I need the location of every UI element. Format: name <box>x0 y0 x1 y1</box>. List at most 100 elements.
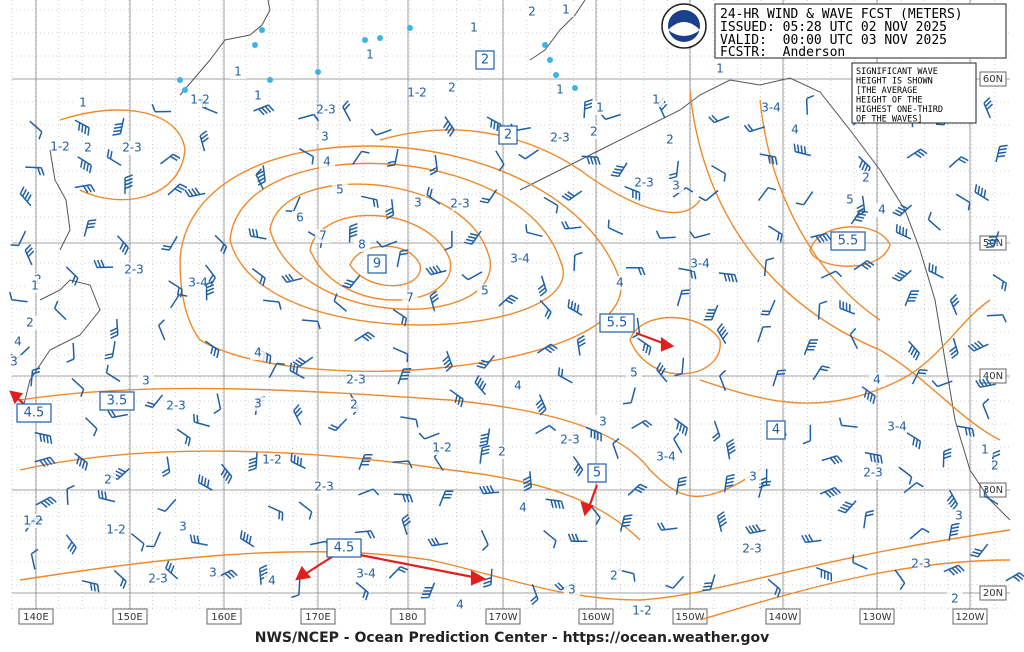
wind-barb <box>109 318 119 339</box>
contour-label-bg <box>606 569 622 583</box>
lat-label: 60N <box>983 74 1003 85</box>
wind-barb <box>668 160 680 180</box>
wind-barb <box>942 447 952 468</box>
contour-label: 4 <box>456 598 464 612</box>
lon-label-box <box>18 608 54 625</box>
contour-label: 2-3 <box>560 433 580 447</box>
header-title: 24-HR WIND & WAVE FCST (METERS) <box>720 7 963 22</box>
contour-label-bg <box>552 83 568 97</box>
wind-barb <box>745 524 766 535</box>
contour-label-bg <box>515 501 531 515</box>
ice-dot <box>182 87 188 93</box>
wind-barb <box>30 367 41 387</box>
contour-label: 1 <box>556 83 564 97</box>
lat-label-box <box>979 482 1007 498</box>
wind-barb <box>449 389 464 408</box>
contour-label-bg <box>75 96 91 110</box>
wind-barb <box>205 280 215 301</box>
wind-barb <box>927 211 941 231</box>
contour-label: 4 <box>268 574 276 588</box>
contour-label-bg <box>564 583 580 597</box>
wind-barb <box>130 533 145 552</box>
contour-label: 2 <box>528 5 536 19</box>
wind-barb <box>793 143 811 157</box>
wind-barb <box>301 319 321 330</box>
contour-label-bg <box>745 470 761 484</box>
wind-barb <box>970 543 989 558</box>
wind-barb <box>619 514 633 532</box>
contour-label: 2-3 <box>450 197 470 211</box>
contour-label: 4 <box>616 276 624 290</box>
wind-barb <box>535 394 547 416</box>
wind-barb <box>703 304 719 321</box>
contour-label: 2-3 <box>742 542 762 556</box>
contour-label: 6 <box>296 211 304 225</box>
ice-dot <box>572 85 578 91</box>
contour-label: 2-3 <box>148 572 168 586</box>
wind-barb <box>995 144 1008 163</box>
contour-label: 1-2 <box>190 93 210 107</box>
contour-label-bg <box>634 604 650 618</box>
contour-label: 3 <box>209 566 217 580</box>
contour-label: 4 <box>14 335 22 349</box>
wind-barb <box>522 471 533 492</box>
wind-barb <box>397 367 412 385</box>
wind-barb <box>34 456 56 468</box>
max-wave-box <box>498 125 518 145</box>
contour-label: 4 <box>878 203 886 217</box>
wind-barb <box>623 387 636 405</box>
contour-label-bg <box>319 155 335 169</box>
lon-label: 150E <box>117 612 142 623</box>
contour-label: 3 <box>179 520 187 534</box>
wind-barb <box>985 231 1000 248</box>
wind-barb <box>801 534 822 544</box>
wind-barb <box>849 327 859 350</box>
lon-label: 130W <box>863 612 892 623</box>
contour-label-bg <box>595 415 611 429</box>
wind-barb <box>850 209 869 225</box>
wind-barb <box>385 199 395 220</box>
contour-label-bg <box>874 203 890 217</box>
wind-barb <box>760 299 776 316</box>
wind-barb <box>479 444 491 464</box>
wind-barb <box>298 113 320 122</box>
wind-barb <box>817 300 828 320</box>
wind-barb <box>204 340 220 359</box>
wind-barb <box>585 426 602 442</box>
contour-label-bg <box>869 373 885 387</box>
contour-label-bg <box>230 65 246 79</box>
contour <box>19 387 761 497</box>
wind-barb <box>429 290 439 312</box>
wind-barb <box>723 473 735 493</box>
arrow-head <box>660 336 675 352</box>
wind-barb <box>498 294 519 307</box>
contour-label: 5 <box>481 284 489 298</box>
lon-label: 180 <box>398 612 417 623</box>
lat-label: 30N <box>983 485 1003 496</box>
contour-label-bg <box>22 316 38 330</box>
wind-barb <box>354 331 376 342</box>
contour <box>309 214 452 301</box>
arrow <box>359 553 479 580</box>
wind-barb <box>743 123 766 133</box>
wind-barb <box>716 511 728 532</box>
contour <box>699 559 1011 621</box>
wind-barbs <box>9 94 1024 606</box>
wind-barb <box>34 431 53 445</box>
wind-barb <box>673 432 683 454</box>
wind-barb <box>543 530 557 549</box>
contour-label-bg <box>358 567 374 581</box>
wind-barb <box>354 530 376 539</box>
wind-barb <box>93 259 114 269</box>
contour-label: 2-3 <box>122 141 142 155</box>
wind-barb <box>480 529 489 552</box>
contour-label: 1 <box>562 3 570 17</box>
lon-label-box <box>765 608 801 625</box>
contour-label-bg <box>175 520 191 534</box>
wind-barb <box>442 116 455 137</box>
max-wave-label: 5.5 <box>838 234 859 249</box>
contour-label-bg <box>250 346 266 360</box>
lon-label: 170W <box>489 612 518 623</box>
contour-label-bg <box>977 443 993 457</box>
wind-barb <box>298 501 313 520</box>
